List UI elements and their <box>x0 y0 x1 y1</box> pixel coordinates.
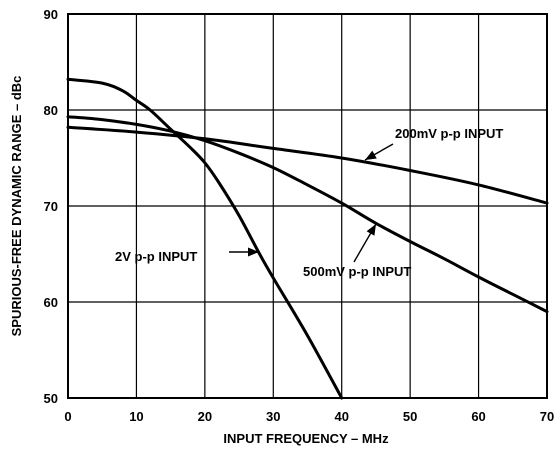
grid <box>68 14 547 398</box>
x-tick-label: 40 <box>334 409 348 424</box>
x-tick-label: 50 <box>403 409 417 424</box>
y-tick-label: 50 <box>44 391 58 406</box>
x-tick-labels: 0 10 20 30 40 50 60 70 <box>64 409 554 424</box>
y-tick-labels: 50 60 70 80 90 <box>44 7 58 406</box>
series-curves <box>66 77 549 400</box>
annotation-500mv: 500mV p-p INPUT <box>303 264 411 279</box>
arrow-200mv-head <box>365 150 377 160</box>
y-tick-label: 80 <box>44 103 58 118</box>
arrow-2v-head <box>248 247 259 257</box>
x-tick-label: 30 <box>266 409 280 424</box>
x-tick-label: 20 <box>198 409 212 424</box>
x-tick-label: 10 <box>129 409 143 424</box>
annotation-2v: 2V p-p INPUT <box>115 249 197 264</box>
y-axis-label: SPURIOUS-FREE DYNAMIC RANGE – dBc <box>9 76 24 337</box>
annotation-arrows <box>229 143 394 263</box>
x-tick-label: 0 <box>64 409 71 424</box>
x-axis-label: INPUT FREQUENCY – MHz <box>223 431 389 446</box>
y-tick-label: 60 <box>44 295 58 310</box>
y-tick-label: 90 <box>44 7 58 22</box>
arrow-500mv-head <box>366 224 376 236</box>
x-tick-label: 60 <box>471 409 485 424</box>
annotation-200mv: 200mV p-p INPUT <box>395 126 503 141</box>
series-500mv-line <box>66 115 549 314</box>
plot-frame <box>67 13 548 399</box>
x-tick-label: 70 <box>540 409 554 424</box>
series-200mv-line <box>66 125 549 205</box>
series-2v-line <box>66 77 344 400</box>
y-tick-label: 70 <box>44 199 58 214</box>
